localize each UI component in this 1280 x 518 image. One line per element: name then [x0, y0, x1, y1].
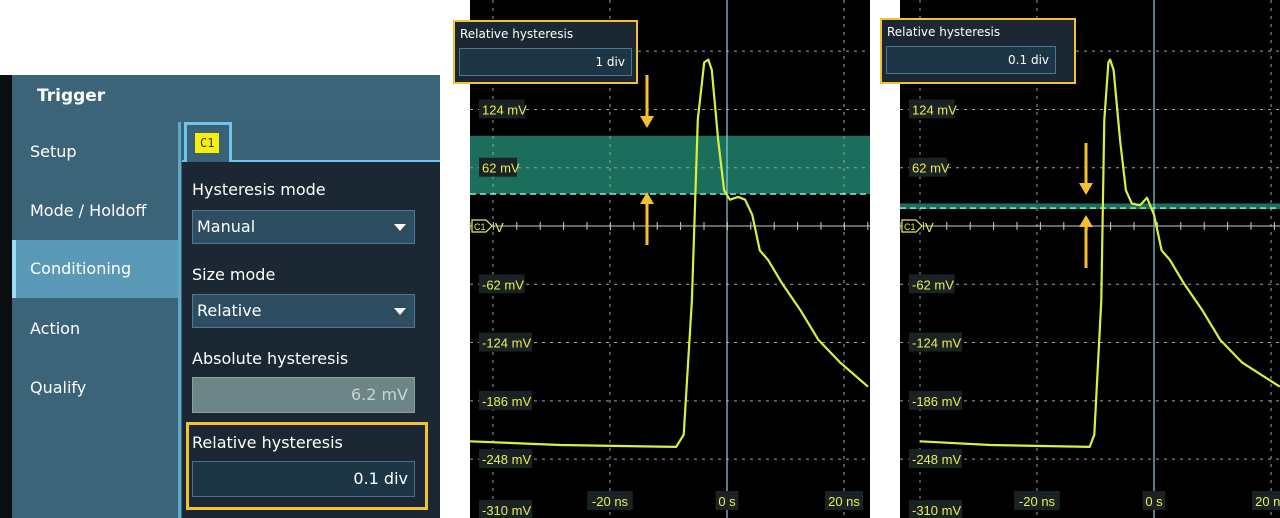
y-axis-label: -248 mV	[912, 452, 961, 467]
y-axis-label: -186 mV	[482, 394, 531, 409]
x-axis-label: 0 s	[718, 494, 736, 509]
hysteresis-band	[470, 135, 870, 195]
size-mode-dropdown[interactable]: Relative	[192, 294, 415, 328]
y-axis-label: 62 mV	[482, 161, 520, 176]
sidebar-item-qualify[interactable]: Qualify	[30, 378, 87, 397]
y-label-bg	[909, 157, 947, 177]
plot-background	[470, 0, 870, 518]
chevron-down-icon	[394, 224, 406, 231]
popup-input[interactable]: 0.1 div	[886, 46, 1056, 74]
x-label-bg	[1014, 491, 1060, 510]
up-arrow-icon	[1079, 215, 1093, 227]
y-axis-label: -124 mV	[912, 336, 961, 351]
y-label-bg	[909, 500, 963, 518]
channel-marker-icon	[471, 219, 493, 233]
channel-unit-label: V	[925, 220, 934, 235]
plot-background	[900, 0, 1280, 518]
y-axis-label: -62 mV	[912, 277, 954, 292]
x-axis-label: 20 ns	[828, 494, 860, 509]
panel-title: Trigger	[37, 86, 106, 106]
sidebar-item-action[interactable]: Action	[30, 319, 81, 338]
y-axis-label: 124 mV	[482, 102, 527, 117]
absolute-hysteresis-label: Absolute hysteresis	[192, 349, 349, 368]
y-label-bg	[479, 500, 533, 518]
y-label-bg	[909, 449, 963, 469]
y-label-bg	[479, 332, 533, 352]
sidebar-item-setup[interactable]: Setup	[30, 142, 77, 161]
x-label-bg	[825, 491, 863, 510]
down-arrow-icon	[1079, 183, 1093, 195]
tab-c1-label: C1	[195, 133, 220, 153]
y-label-bg	[479, 157, 517, 177]
y-label-bg	[479, 390, 533, 410]
size-mode-label: Size mode	[192, 265, 276, 284]
popup-label: Relative hysteresis	[887, 25, 1001, 39]
sidebar-item-conditioning[interactable]: Conditioning	[12, 240, 178, 298]
relative-hysteresis-popup-1: Relative hysteresis 1 div	[453, 20, 638, 84]
y-axis-label: -310 mV	[482, 503, 531, 518]
scope-display-1-div: 124 mV 62 mV -62 mV -124 mV -186 mV -248 mV -3…	[469, 0, 870, 518]
y-label-bg	[909, 274, 955, 294]
down-arrow-icon	[640, 116, 654, 128]
y-label-bg	[479, 99, 525, 119]
x-axis-label: -20 ns	[1019, 494, 1056, 509]
tab-c1[interactable]: C1	[184, 122, 232, 162]
relative-hysteresis-input[interactable]: 0.1 div	[192, 461, 415, 497]
y-label-bg	[909, 390, 963, 410]
x-axis-label: 20 ns	[1255, 494, 1280, 509]
y-axis-label: -62 mV	[482, 277, 524, 292]
hysteresis-mode-label: Hysteresis mode	[192, 180, 326, 199]
channel-marker-label: C1	[904, 222, 916, 232]
sidebar-divider	[178, 122, 181, 518]
popup-input[interactable]: 1 div	[459, 48, 632, 76]
y-axis-label: 124 mV	[912, 102, 957, 117]
size-mode-value: Relative	[197, 301, 262, 320]
y-axis-label: -248 mV	[482, 452, 531, 467]
y-label-bg	[909, 99, 955, 119]
x-axis-label: -20 ns	[592, 494, 629, 509]
absolute-hysteresis-field: 6.2 mV	[192, 377, 415, 413]
x-label-bg	[587, 491, 633, 510]
waveform-trace	[469, 58, 869, 448]
x-label-bg	[1142, 491, 1166, 510]
channel-marker-label: C1	[474, 222, 486, 232]
up-arrow-icon	[640, 192, 654, 204]
relative-hysteresis-popup-2: Relative hysteresis 0.1 div	[880, 18, 1076, 84]
y-label-bg	[909, 332, 963, 352]
scope-edge	[0, 75, 12, 518]
y-axis-label: -310 mV	[912, 503, 961, 518]
relative-hysteresis-highlight	[186, 422, 428, 510]
sidebar-item-mode-holdoff[interactable]: Mode / Holdoff	[30, 201, 147, 220]
channel-unit-label: V	[495, 220, 504, 235]
channel-marker-icon	[901, 219, 923, 233]
y-axis-label: -186 mV	[912, 394, 961, 409]
y-label-bg	[479, 274, 525, 294]
popup-label: Relative hysteresis	[460, 27, 574, 41]
hysteresis-mode-dropdown[interactable]: Manual	[192, 210, 415, 244]
y-axis-label: 62 mV	[912, 161, 950, 176]
relative-hysteresis-label: Relative hysteresis	[192, 433, 343, 452]
hysteresis-mode-value: Manual	[197, 217, 256, 236]
waveform-trace	[919, 58, 1280, 448]
x-label-bg	[715, 491, 739, 510]
scope-display-0-1-div: 124 mV 62 mV -62 mV -124 mV -186 mV -248 mV -3…	[899, 0, 1280, 518]
hysteresis-band	[900, 203, 1280, 210]
x-axis-label: 0 s	[1145, 494, 1163, 509]
x-label-bg	[1252, 491, 1280, 510]
y-label-bg	[479, 449, 533, 469]
y-axis-label: -124 mV	[482, 336, 531, 351]
chevron-down-icon	[394, 308, 406, 315]
